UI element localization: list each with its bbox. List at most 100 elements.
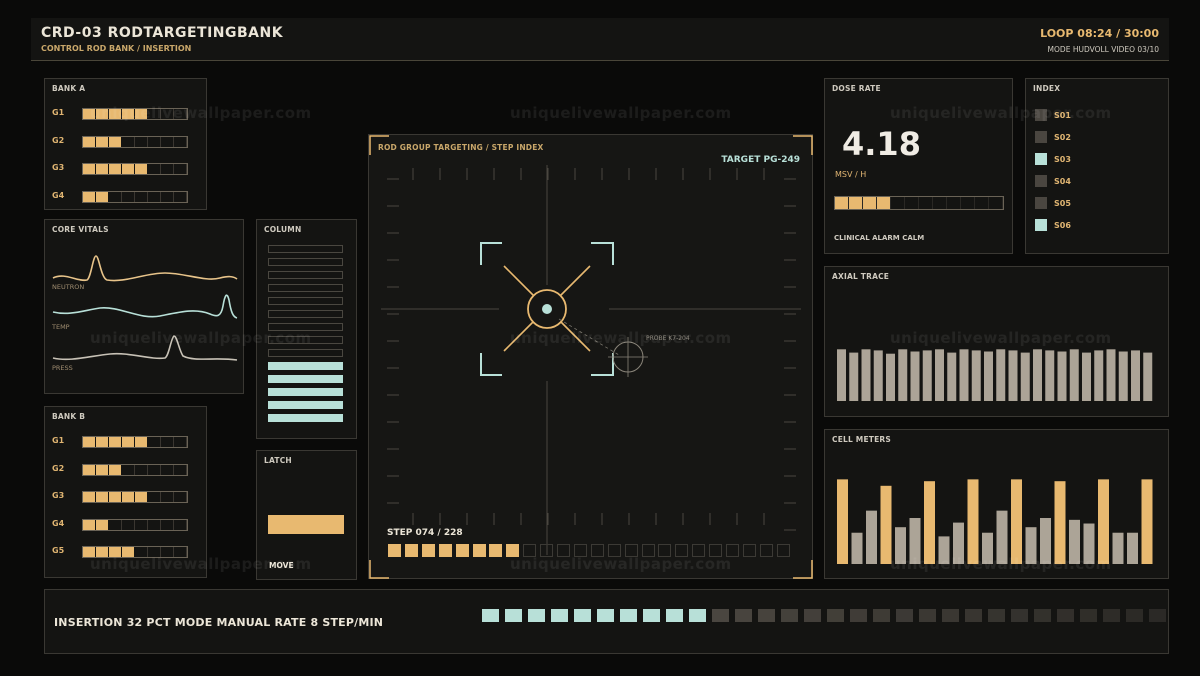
axial-bar — [996, 349, 1006, 401]
latch-bar[interactable] — [268, 515, 344, 534]
bank-level-segment — [148, 164, 161, 174]
bank-level-segment — [161, 492, 174, 502]
insertion-cell — [666, 609, 683, 622]
column-cell — [268, 310, 343, 318]
index-panel: INDEX S01 S02 S03 S04 S05 S06 — [1025, 78, 1169, 254]
insertion-cell — [758, 609, 775, 622]
step-cell — [438, 544, 452, 557]
bank-level-segment — [148, 437, 161, 447]
bank-level-segment — [122, 547, 135, 557]
bank-level-bar — [82, 463, 188, 476]
index-label: S03 — [1054, 155, 1071, 164]
column-cell — [268, 375, 343, 383]
step-cell — [692, 544, 706, 557]
insertion-cell — [643, 609, 660, 622]
index-label: S05 — [1054, 199, 1071, 208]
insertion-cell — [1103, 609, 1120, 622]
watermark: uniquelivewallpaper.com — [510, 104, 732, 122]
bank-row-g1[interactable]: G1 — [52, 107, 202, 120]
axial-trace-panel: AXIAL TRACE — [824, 266, 1169, 417]
index-swatch — [1035, 109, 1047, 121]
axial-bar — [947, 352, 957, 401]
axial-bar — [1143, 352, 1153, 401]
bank-row-g2[interactable]: G2 — [52, 135, 202, 148]
axial-bar — [971, 350, 981, 401]
bank-row-label: G1 — [52, 436, 65, 445]
bank-row-g3[interactable]: G3 — [52, 490, 202, 503]
dose-segment — [961, 197, 975, 209]
bank-row-label: G4 — [52, 190, 65, 200]
bottom-status-panel: INSERTION 32 PCT MODE MANUAL RATE 8 STEP… — [44, 589, 1169, 654]
bank-level-segment — [96, 136, 109, 147]
bank-level-segment — [83, 164, 96, 174]
bank-level-segment — [174, 109, 187, 119]
step-cell — [759, 544, 773, 557]
bank-level-segment — [122, 191, 135, 202]
bank-row-g1[interactable]: G1 — [52, 435, 202, 448]
axial-bar — [1131, 350, 1140, 401]
index-swatch — [1035, 197, 1047, 209]
press-trace — [52, 335, 238, 361]
cell-meter-bar — [866, 510, 877, 564]
bank-row-g4[interactable]: G4 — [52, 518, 202, 531]
index-label: S02 — [1054, 133, 1071, 142]
axial-bar — [849, 352, 859, 401]
dose-segment — [891, 197, 905, 209]
axial-bar — [886, 353, 895, 401]
bank-level-segment — [83, 136, 96, 147]
dose-value: 4.18 — [842, 125, 921, 163]
step-cell — [709, 544, 723, 557]
bank-level-segment — [122, 136, 135, 147]
step-cell — [506, 544, 520, 557]
insertion-cell — [528, 609, 545, 622]
axial-bar — [1057, 351, 1067, 401]
bank-level-segment — [148, 547, 161, 557]
insertion-cell — [873, 609, 890, 622]
bank-level-bar — [82, 108, 188, 120]
step-cell — [742, 544, 756, 557]
column-cell — [268, 323, 343, 331]
step-cell — [726, 544, 739, 557]
step-cell — [388, 544, 401, 557]
bank-level-segment — [148, 136, 161, 147]
column-cell — [268, 349, 343, 357]
column-cell — [268, 245, 343, 253]
dose-segment — [877, 197, 891, 209]
loop-timer: LOOP 08:24 / 30:00 — [1040, 27, 1159, 40]
move-action-label[interactable]: MOVE — [269, 561, 294, 570]
column-cell — [268, 297, 343, 305]
bank-row-g3[interactable]: G3 — [52, 162, 202, 175]
bank-a-panel: BANK A G1 G2 G3 G4 — [44, 78, 207, 210]
insertion-status: INSERTION 32 PCT MODE MANUAL RATE 8 STEP… — [54, 616, 384, 629]
bank-level-segment — [109, 492, 122, 502]
targeting-reticle[interactable]: PROBE K7-204 — [369, 135, 814, 580]
bank-level-segment — [135, 492, 148, 502]
insertion-cell — [781, 609, 798, 622]
cell-meter-bar — [967, 479, 979, 564]
panel-title: AXIAL TRACE — [832, 272, 890, 281]
step-cell — [776, 544, 790, 557]
target-id: TARGET PG-249 — [721, 155, 800, 165]
axial-bar — [959, 349, 969, 401]
bank-level-segment — [109, 547, 122, 557]
bank-row-g4[interactable]: G4 — [52, 190, 202, 203]
axial-bar — [1020, 352, 1030, 401]
index-label: S01 — [1054, 111, 1071, 120]
bank-row-g2[interactable]: G2 — [52, 463, 202, 476]
dose-segment — [933, 197, 947, 209]
column-cell — [268, 362, 343, 370]
column-cell — [268, 271, 343, 279]
bank-level-segment — [96, 437, 109, 447]
bank-level-segment — [109, 164, 122, 174]
step-cell — [523, 544, 537, 557]
app-title: CRD-03 RODTARGETINGBANK — [41, 25, 284, 41]
insertion-cell — [965, 609, 982, 622]
cell-meter-bar — [837, 479, 848, 564]
index-label: S04 — [1054, 177, 1071, 186]
bank-level-segment — [96, 547, 109, 557]
axial-bar — [1069, 349, 1079, 401]
column-cell — [268, 401, 343, 409]
bank-row-g5[interactable]: G5 — [52, 545, 202, 558]
axial-bar — [984, 351, 993, 401]
axial-bar — [1094, 350, 1104, 401]
